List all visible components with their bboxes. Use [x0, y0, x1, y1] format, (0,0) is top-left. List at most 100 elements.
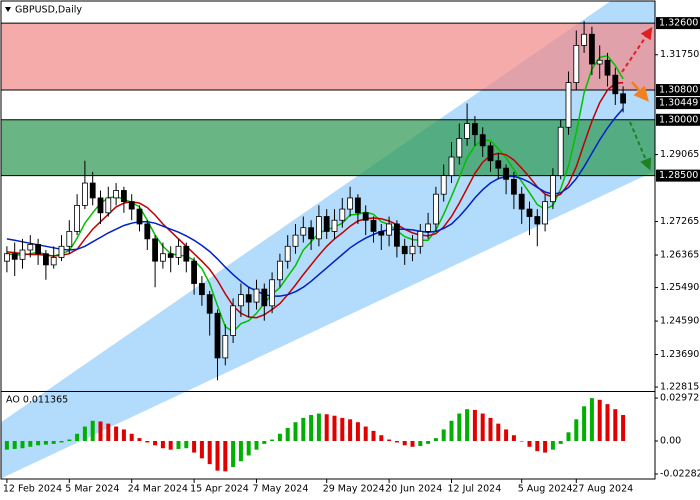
candle-body: [144, 223, 151, 240]
candle-body: [58, 245, 65, 258]
ao-bar: [387, 439, 392, 441]
candle-body: [50, 257, 57, 266]
candle-body: [417, 231, 424, 247]
ao-bar: [199, 440, 204, 459]
ao-bar: [238, 440, 243, 462]
candle-body: [284, 245, 291, 262]
ao-bar: [441, 429, 446, 441]
menu-triangle[interactable]: [5, 7, 11, 12]
ao-bar: [82, 426, 87, 441]
ao-bar: [12, 440, 17, 449]
ao-bar: [433, 438, 438, 441]
candle-body: [401, 245, 408, 255]
ao-bar: [90, 420, 95, 441]
candle-body: [487, 145, 494, 162]
y-tick-label: 1.23690: [660, 349, 699, 360]
ao-bar: [114, 426, 119, 441]
candle-body: [245, 294, 252, 303]
candle-body: [503, 167, 510, 180]
axes: 1.32600 1.30800 1.30000 1.28500 1.31750 1.290…: [3, 17, 700, 495]
ao-bar: [394, 440, 399, 443]
candle-body: [550, 175, 556, 203]
ao-bar: [184, 440, 189, 449]
candle-body: [464, 123, 471, 139]
x-tick-label: 20 Jun 2024: [385, 484, 442, 495]
ao-bar: [504, 429, 509, 441]
candle-body: [456, 138, 463, 158]
ao-bar: [137, 438, 142, 441]
candle-body: [409, 245, 416, 255]
ao-bar: [36, 440, 41, 446]
candle-body: [206, 294, 213, 314]
level-label: 1.30000: [659, 114, 698, 125]
ao-bar: [4, 440, 9, 450]
x-tick-label: 5 Aug 2024: [518, 484, 573, 495]
candle-body: [128, 201, 135, 210]
y-tick-label: 1.25490: [660, 282, 699, 293]
candle-body: [105, 197, 112, 214]
ao-bar: [348, 419, 353, 441]
candle-body: [66, 231, 73, 247]
candle-body: [432, 193, 439, 225]
ao-bar: [519, 440, 524, 442]
ao-tick-label: 0.02972: [660, 393, 699, 404]
candle-body: [315, 216, 322, 240]
candle-body: [581, 33, 587, 46]
ao-bar: [51, 440, 56, 444]
ao-bar: [59, 440, 64, 443]
candle-body: [393, 223, 400, 247]
candle-body: [386, 223, 393, 236]
candle-body: [191, 260, 198, 284]
ao-bar: [426, 440, 431, 444]
candle-body: [237, 294, 244, 307]
ao-bar: [129, 433, 134, 441]
candle-body: [339, 208, 346, 221]
y-tick-label: 1.29065: [660, 149, 699, 160]
level-label-box: [656, 84, 700, 97]
candle-body: [11, 253, 18, 260]
candle-body: [159, 253, 166, 262]
ao-tick-label: 0.00: [660, 435, 681, 446]
candle-body: [261, 288, 268, 307]
channel: [46, 1, 655, 391]
symbol-label: GBPUSD,Daily: [15, 5, 82, 16]
ao-bar: [379, 435, 384, 441]
candle-body: [620, 93, 626, 104]
x-tick-label: 12 Jul 2024: [448, 484, 502, 495]
y-tick-label: 1.24590: [660, 316, 699, 327]
channel-layer: [46, 1, 655, 391]
level-label: 1.28500: [659, 170, 698, 181]
candle-body: [269, 279, 276, 307]
ao-bar: [550, 440, 555, 450]
ao-bar: [20, 440, 25, 449]
candle-body: [74, 204, 80, 232]
ao-bar: [176, 440, 181, 449]
candle-body: [534, 216, 541, 225]
candle-body: [323, 216, 330, 232]
candle-body: [308, 227, 315, 240]
indicator-label: AO 0.011365: [6, 395, 68, 406]
arrow-up: [621, 27, 653, 73]
candle-body: [230, 305, 237, 336]
ao-bar: [511, 435, 516, 441]
zone: [1, 119, 655, 176]
ao-bar: [597, 399, 602, 441]
candle-body: [276, 260, 283, 281]
level-label-box: [656, 17, 700, 30]
candle-body: [19, 249, 26, 260]
ao-bar: [293, 422, 298, 441]
ao-bar: [43, 440, 48, 445]
ao-layer: [4, 398, 626, 472]
arrow-down: [629, 121, 652, 171]
candle-body: [82, 182, 88, 206]
x-tick-label: 5 Mar 2024: [65, 484, 119, 495]
y-tick-label: 1.31750: [660, 49, 699, 60]
ao-bar: [160, 440, 165, 449]
candle-body: [292, 234, 299, 247]
candle-body: [347, 197, 354, 210]
level-label: 1.32600: [659, 18, 698, 29]
ao-bar: [488, 417, 493, 441]
level-label-box: [656, 113, 700, 126]
candle-body: [167, 253, 174, 258]
ao-bar: [231, 440, 236, 468]
